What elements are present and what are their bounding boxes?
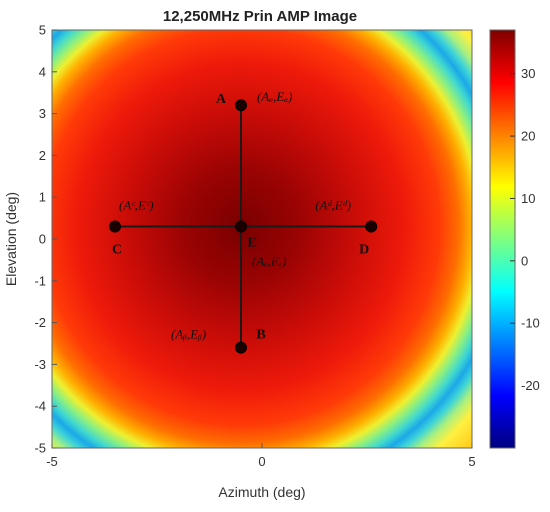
y-axis-title: Elevation (deg) (3, 192, 19, 286)
y-tick-label: 4 (39, 64, 46, 79)
point-a-coord-label: (Aₐ,Eₐ) (257, 89, 292, 104)
point-d-marker (365, 220, 378, 233)
point-d-coord-label: (Aᵈ,Eᵈ) (315, 197, 351, 212)
x-tick-label: -5 (46, 454, 58, 469)
y-tick-label: 5 (39, 23, 46, 38)
point-b-letter: B (256, 328, 265, 343)
colorbar-tick-label: -10 (521, 316, 540, 331)
colorbar (489, 29, 516, 449)
point-e-marker (235, 220, 247, 233)
y-tick-label: -5 (34, 441, 46, 456)
point-e-letter: E (247, 235, 256, 250)
point-c-coord-label: (Aᶜ,Eᶜ) (119, 197, 154, 212)
point-d-letter: D (359, 242, 369, 257)
point-a-marker (235, 99, 247, 112)
point-b-coord-label: (Aᵦ,Eᵦ) (171, 327, 206, 342)
x-tick-label: 5 (468, 454, 475, 469)
point-c-letter: C (112, 242, 122, 257)
y-tick-label: -1 (34, 273, 46, 288)
y-tick-label: 3 (39, 106, 46, 121)
y-tick-label: -2 (34, 315, 46, 330)
colorbar-tick-label: -20 (521, 378, 540, 393)
x-axis-title: Azimuth (deg) (218, 484, 305, 500)
y-axis-ticks: -5 -4 -3 -2 -1 0 1 2 3 4 5 (34, 23, 57, 456)
heatmap-field (52, 30, 472, 448)
colorbar-tick-label: 10 (521, 191, 535, 206)
y-tick-label: 1 (39, 190, 46, 205)
colorbar-tick-label: 0 (521, 253, 528, 268)
y-tick-label: 2 (39, 148, 46, 163)
colorbar-tick-label: 20 (521, 129, 535, 144)
y-tick-label: 0 (39, 232, 46, 247)
point-e-coord-label: (Aₑ,Eₑ) (252, 253, 287, 268)
colorbar-ticks: -20 -10 0 10 20 30 (510, 66, 540, 393)
point-a-letter: A (216, 92, 227, 107)
plot-area (52, 30, 472, 448)
point-c-marker (109, 220, 121, 233)
x-tick-label: 0 (258, 454, 265, 469)
measurement-points: A (Aₐ,Eₐ) B (Aᵦ,Eᵦ) C (Aᶜ,Eᶜ) D (Aᵈ,Eᵈ) E (Aₑ,Eₑ) (109, 89, 378, 354)
x-axis-ticks: -5 0 5 (46, 443, 476, 469)
point-b-marker (235, 341, 247, 354)
y-tick-label: -4 (34, 399, 46, 414)
y-tick-label: -3 (34, 357, 46, 372)
colorbar-tick-label: 30 (521, 66, 535, 81)
chart-title: 12,250MHz Prin AMP Image (163, 8, 357, 25)
